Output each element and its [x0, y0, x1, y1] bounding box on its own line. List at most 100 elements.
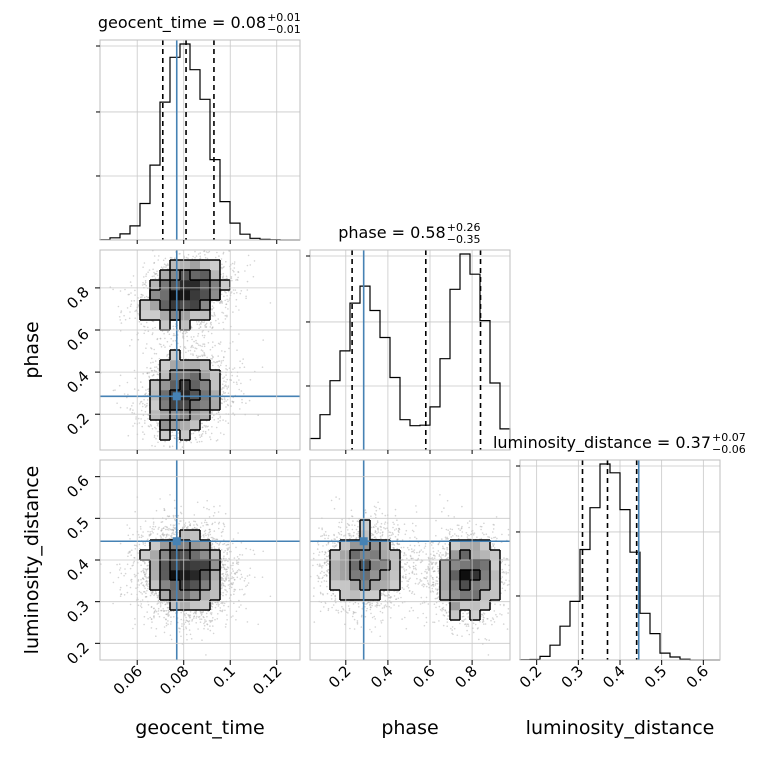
sample-point: [210, 362, 213, 364]
density-cell: [190, 270, 201, 281]
sample-point: [222, 275, 225, 277]
sample-point: [217, 522, 220, 525]
sample-point: [212, 307, 215, 309]
sample-point: [163, 332, 165, 335]
sample-point: [145, 275, 147, 278]
sample-point: [143, 325, 146, 328]
density-cell: [160, 290, 171, 301]
density-cell: [200, 270, 211, 281]
sample-point: [149, 531, 151, 533]
sample-point: [201, 354, 203, 357]
sample-point: [158, 343, 161, 345]
sample-point: [142, 568, 145, 570]
sample-point: [254, 576, 256, 579]
sample-point: [221, 387, 224, 389]
sample-point: [120, 322, 123, 324]
sample-point: [131, 405, 133, 407]
sample-point: [141, 593, 143, 595]
density-cell: [170, 290, 181, 301]
sample-point: [223, 604, 225, 607]
density-cell: [170, 310, 181, 321]
sample-point: [227, 422, 230, 425]
sample-point: [253, 260, 256, 262]
sample-point: [226, 314, 228, 317]
sample-point: [204, 426, 207, 428]
sample-point: [221, 393, 224, 396]
sample-point: [199, 355, 201, 358]
sample-point: [154, 366, 156, 369]
sample-point: [233, 263, 236, 265]
sample-point: [182, 335, 184, 337]
sample-point: [132, 402, 134, 404]
sample-point: [219, 432, 222, 434]
sample-point: [132, 409, 134, 411]
sample-point: [181, 446, 184, 448]
sample-point: [195, 438, 197, 441]
sample-point: [150, 362, 152, 364]
sample-point: [129, 305, 132, 308]
sample-point: [156, 533, 159, 535]
sample-point: [157, 373, 160, 376]
density-cell: [160, 420, 171, 431]
sample-point: [249, 264, 252, 266]
sample-point: [119, 374, 122, 377]
sample-point: [228, 299, 230, 301]
sample-point: [203, 354, 205, 357]
density-cell: [160, 300, 171, 311]
sample-point: [190, 433, 193, 435]
sample-point: [225, 364, 227, 367]
sample-point: [150, 347, 152, 349]
sample-point: [127, 293, 130, 296]
sample-point: [223, 387, 225, 389]
sample-point: [230, 291, 233, 293]
sample-point: [222, 272, 225, 275]
sample-point: [192, 346, 194, 349]
density-cell: [180, 270, 191, 281]
sample-point: [232, 412, 234, 415]
sample-point: [240, 382, 242, 385]
sample-point: [218, 255, 220, 257]
sample-point: [192, 255, 194, 258]
sample-point: [152, 332, 154, 334]
sample-point: [182, 333, 184, 335]
sample-point: [194, 250, 196, 253]
sample-point: [124, 572, 127, 575]
sample-point: [211, 308, 213, 311]
sample-point: [198, 440, 201, 443]
density-cell: [180, 370, 191, 381]
sample-point: [154, 360, 157, 362]
density-cell: [200, 360, 211, 371]
sample-point: [197, 332, 200, 335]
sample-point: [213, 312, 215, 314]
sample-point: [133, 388, 136, 390]
density-cell: [180, 280, 191, 291]
sample-point: [160, 343, 162, 346]
sample-point: [190, 326, 193, 329]
sample-point: [200, 435, 203, 438]
density-cell: [160, 430, 171, 441]
sample-point: [128, 317, 131, 320]
sample-point: [247, 254, 250, 257]
sample-point: [212, 315, 214, 317]
sample-point: [225, 292, 227, 294]
sample-point: [219, 341, 222, 343]
sample-point: [179, 440, 182, 443]
sample-point: [144, 280, 147, 282]
sample-point: [174, 434, 176, 437]
sample-point: [222, 377, 224, 380]
density-cell: [200, 380, 211, 391]
density-cell: [160, 280, 171, 291]
density-cell: [180, 300, 191, 311]
sample-point: [210, 323, 212, 326]
sample-point: [235, 305, 237, 308]
sample-point: [152, 327, 154, 330]
sample-point: [143, 398, 145, 401]
sample-point: [196, 441, 198, 444]
sample-point: [146, 402, 148, 405]
density-cell: [200, 310, 211, 321]
density-cell: [170, 280, 181, 291]
sample-point: [225, 368, 227, 370]
density-cell: [190, 410, 201, 421]
sample-point: [199, 252, 201, 254]
sample-point: [209, 326, 211, 328]
